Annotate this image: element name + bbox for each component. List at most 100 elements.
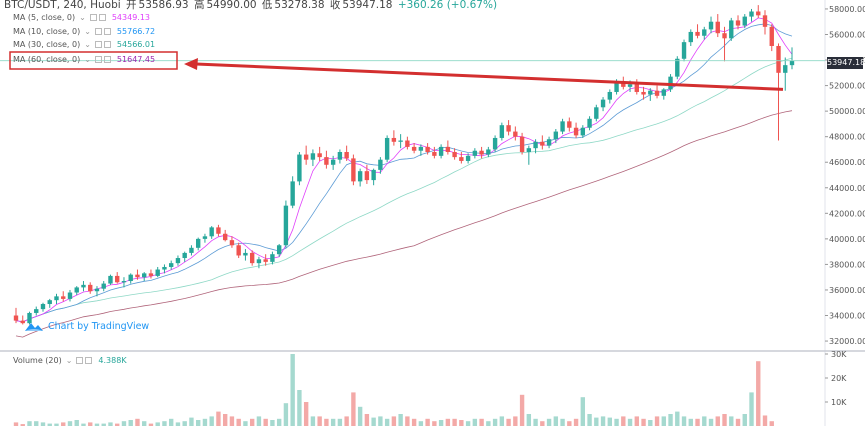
candle-body bbox=[465, 155, 471, 161]
candle-body bbox=[330, 159, 336, 165]
volume-bar bbox=[459, 420, 464, 426]
volume-bar bbox=[209, 416, 214, 426]
volume-bar bbox=[681, 416, 687, 426]
candle-body bbox=[229, 240, 235, 246]
volume-bar bbox=[452, 418, 457, 426]
close-icon[interactable] bbox=[98, 14, 106, 21]
candle-body bbox=[729, 20, 734, 39]
volume-bar bbox=[88, 422, 93, 426]
volume-bar bbox=[290, 354, 295, 426]
indicator-label: MA (60, close, 0) bbox=[13, 55, 81, 64]
volume-bar bbox=[702, 416, 707, 426]
candle-body bbox=[61, 296, 66, 299]
tradingview-watermark[interactable]: Chart by TradingView bbox=[24, 320, 149, 332]
settings-icon[interactable] bbox=[94, 41, 102, 48]
volume-bar bbox=[229, 416, 235, 426]
volume-bar bbox=[67, 421, 73, 426]
volume-bar bbox=[351, 392, 356, 426]
symbol-header: BTC/USDT, 240, Huobi 开 53586.93 高 54990.00… bbox=[4, 0, 499, 12]
dropdown-icon[interactable]: ⌄ bbox=[65, 356, 73, 365]
volume-bar bbox=[607, 417, 613, 426]
candle-body bbox=[310, 153, 316, 160]
indicator-ma5[interactable]: MA (5, close, 0) ⌄ 54349.13 bbox=[13, 11, 150, 24]
volume-bar bbox=[324, 418, 329, 426]
close-icon[interactable] bbox=[103, 41, 111, 48]
candle-body bbox=[202, 236, 208, 239]
indicator-ma30[interactable]: MA (30, close, 0) ⌄ 54566.01 bbox=[13, 38, 155, 51]
candle-body bbox=[20, 320, 25, 324]
indicator-ma10[interactable]: MA (10, close, 0) ⌄ 55766.72 bbox=[13, 25, 155, 38]
candle-body bbox=[648, 90, 653, 95]
candle-body bbox=[621, 81, 626, 87]
candle-body bbox=[499, 125, 505, 138]
ma60-line bbox=[15, 110, 793, 338]
volume-bar bbox=[20, 424, 25, 426]
candle-body bbox=[351, 158, 356, 182]
volume-bar bbox=[425, 418, 430, 426]
volume-bar bbox=[648, 420, 653, 426]
candle-body bbox=[641, 91, 646, 95]
candle-body bbox=[222, 233, 228, 241]
settings-icon[interactable] bbox=[89, 14, 97, 21]
volume-bar bbox=[513, 416, 518, 426]
settings-icon[interactable] bbox=[76, 357, 84, 364]
symbol-name[interactable]: BTC/USDT, 240, Huobi bbox=[4, 0, 121, 11]
candle-body bbox=[115, 275, 120, 283]
volume-tick-label: 30K bbox=[831, 350, 847, 359]
candle-body bbox=[216, 227, 221, 234]
volume-bar bbox=[317, 416, 322, 426]
candle-body bbox=[661, 89, 666, 96]
volume-bar bbox=[418, 421, 424, 426]
annotation-highlight-box bbox=[9, 51, 178, 70]
candle-body bbox=[94, 288, 100, 292]
candle-body bbox=[783, 65, 788, 73]
candle-body bbox=[526, 148, 532, 153]
candle-body bbox=[533, 141, 538, 149]
volume-bar bbox=[202, 418, 208, 426]
volume-bar bbox=[115, 423, 120, 426]
dropdown-icon[interactable]: ⌄ bbox=[79, 13, 86, 22]
volume-bar bbox=[600, 416, 606, 426]
candle-body bbox=[580, 127, 586, 136]
volume-indicator[interactable]: Volume (20) ⌄ 4.388K bbox=[13, 356, 127, 365]
indicator-ma60[interactable]: MA (60, close, 0) ⌄ 51647.45 bbox=[13, 53, 155, 66]
candle-body bbox=[249, 252, 255, 264]
volume-bar bbox=[189, 417, 194, 426]
y-tick-label: 58000.00 bbox=[829, 5, 865, 14]
volume-bar bbox=[391, 416, 397, 426]
candle-body bbox=[452, 152, 457, 158]
ma30-line bbox=[15, 57, 793, 323]
dropdown-icon[interactable]: ⌄ bbox=[84, 40, 91, 49]
volume-bar bbox=[263, 418, 268, 426]
candle-body bbox=[34, 309, 39, 313]
candle-body bbox=[108, 275, 113, 284]
volume-bar bbox=[148, 423, 154, 426]
volume-bar bbox=[715, 416, 720, 426]
settings-icon[interactable] bbox=[94, 28, 102, 35]
close-icon[interactable] bbox=[103, 56, 111, 63]
volume-bar bbox=[641, 418, 646, 426]
y-tick-label: 36000.00 bbox=[829, 286, 865, 295]
settings-icon[interactable] bbox=[94, 56, 102, 63]
close-icon[interactable] bbox=[85, 357, 93, 364]
dropdown-icon[interactable]: ⌄ bbox=[84, 27, 91, 36]
candle-body bbox=[384, 137, 390, 160]
candle-body bbox=[472, 150, 478, 156]
volume-bar bbox=[587, 414, 592, 426]
volume-bar bbox=[195, 420, 201, 426]
y-tick-label: 56000.00 bbox=[829, 30, 865, 39]
volume-bar bbox=[364, 414, 370, 426]
candle-body bbox=[594, 107, 599, 119]
dropdown-icon[interactable]: ⌄ bbox=[84, 55, 91, 64]
candle-body bbox=[438, 146, 444, 156]
candle-body bbox=[654, 90, 660, 96]
close-icon[interactable] bbox=[103, 28, 111, 35]
indicator-value: 54349.13 bbox=[111, 13, 150, 22]
volume-bar bbox=[344, 416, 349, 426]
candle-body bbox=[418, 146, 424, 151]
volume-bar bbox=[169, 418, 174, 426]
candle-body bbox=[702, 29, 707, 36]
candle-body bbox=[135, 274, 140, 278]
candle-body bbox=[148, 273, 154, 276]
volume-bar bbox=[310, 416, 316, 426]
